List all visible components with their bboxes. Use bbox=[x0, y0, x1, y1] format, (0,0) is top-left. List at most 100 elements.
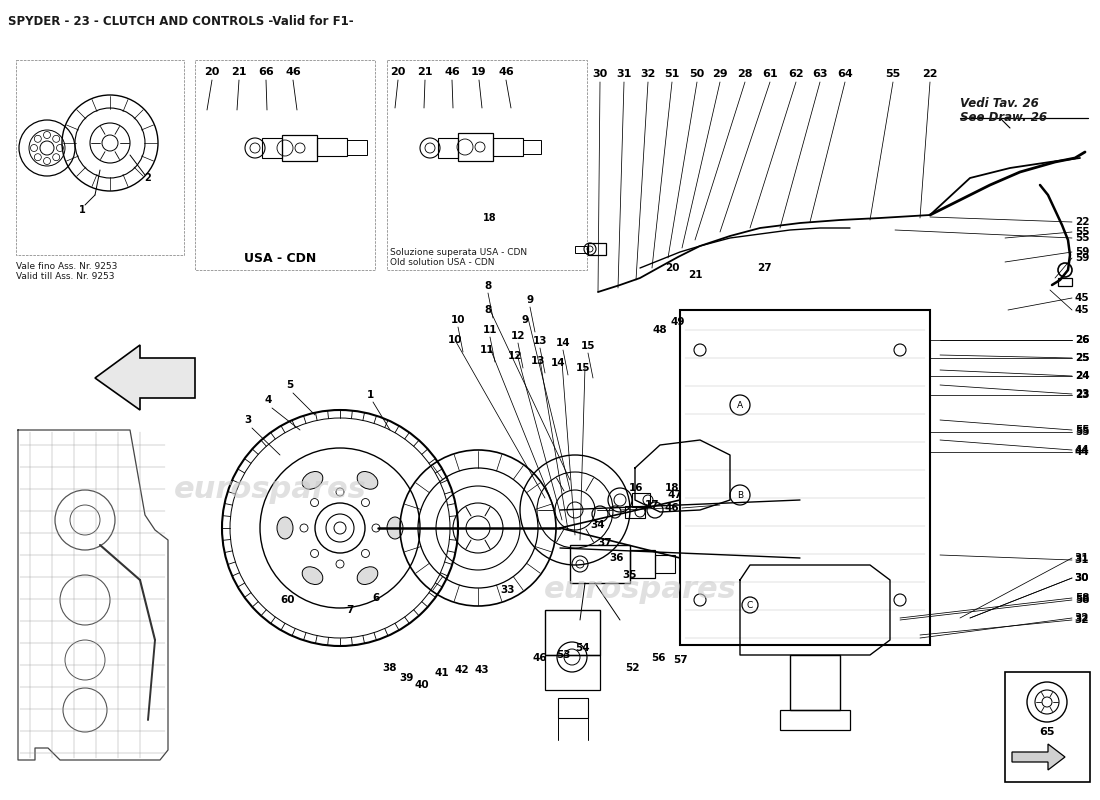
Text: 25: 25 bbox=[1075, 353, 1089, 363]
Bar bbox=[493, 138, 522, 156]
Text: 31: 31 bbox=[1075, 555, 1089, 565]
Text: SPYDER - 23 - CLUTCH AND CONTROLS -Valid for F1-: SPYDER - 23 - CLUTCH AND CONTROLS -Valid… bbox=[8, 15, 353, 28]
Text: 22: 22 bbox=[1075, 217, 1089, 227]
Bar bbox=[282, 135, 317, 161]
Bar bbox=[630, 550, 654, 578]
Text: 59: 59 bbox=[1075, 247, 1089, 257]
Bar bbox=[780, 710, 850, 730]
Text: 32: 32 bbox=[1075, 613, 1089, 623]
Bar bbox=[570, 545, 630, 583]
Text: 13: 13 bbox=[532, 336, 548, 346]
Bar bbox=[438, 138, 458, 158]
Text: B: B bbox=[737, 490, 744, 499]
Bar bbox=[317, 138, 346, 156]
Text: Vedi Tav. 26: Vedi Tav. 26 bbox=[960, 97, 1038, 110]
Text: See Draw. 26: See Draw. 26 bbox=[960, 111, 1047, 124]
Text: 54: 54 bbox=[575, 643, 591, 653]
Text: 37: 37 bbox=[597, 538, 613, 548]
Text: C: C bbox=[747, 601, 754, 610]
Bar bbox=[346, 140, 367, 155]
Text: 27: 27 bbox=[757, 263, 771, 273]
Text: 52: 52 bbox=[625, 663, 639, 673]
Text: 8: 8 bbox=[484, 305, 492, 315]
Text: 55: 55 bbox=[1075, 425, 1089, 435]
Text: 51: 51 bbox=[664, 69, 680, 79]
Text: 19: 19 bbox=[471, 67, 487, 77]
Text: 32: 32 bbox=[1075, 615, 1089, 625]
Text: 46: 46 bbox=[664, 503, 680, 513]
Bar bbox=[262, 138, 282, 158]
Text: 18: 18 bbox=[483, 213, 497, 223]
Text: 39: 39 bbox=[399, 673, 415, 683]
Text: 62: 62 bbox=[789, 69, 804, 79]
Text: 22: 22 bbox=[922, 69, 937, 79]
Text: 46: 46 bbox=[444, 67, 460, 77]
Text: eurospares: eurospares bbox=[174, 475, 366, 505]
Text: 44: 44 bbox=[1075, 447, 1089, 457]
Text: 44: 44 bbox=[1075, 445, 1089, 455]
Text: 18: 18 bbox=[664, 483, 680, 493]
Text: 46: 46 bbox=[285, 67, 301, 77]
Text: 40: 40 bbox=[415, 680, 429, 690]
Bar bbox=[544, 655, 600, 690]
Text: 46: 46 bbox=[532, 653, 548, 663]
Text: 50: 50 bbox=[690, 69, 705, 79]
Text: 32: 32 bbox=[640, 69, 656, 79]
Text: 8: 8 bbox=[484, 281, 492, 291]
Bar bbox=[632, 493, 650, 507]
Text: 38: 38 bbox=[383, 663, 397, 673]
Bar bbox=[16, 60, 184, 255]
Ellipse shape bbox=[277, 517, 293, 539]
Ellipse shape bbox=[387, 517, 403, 539]
Text: A: A bbox=[737, 401, 744, 410]
Ellipse shape bbox=[358, 471, 377, 490]
Text: 55: 55 bbox=[1075, 227, 1089, 237]
Bar bbox=[790, 655, 840, 710]
Text: 10: 10 bbox=[448, 335, 462, 345]
Text: 6: 6 bbox=[373, 593, 380, 603]
Bar bbox=[387, 60, 587, 270]
Bar bbox=[575, 246, 587, 253]
Bar bbox=[654, 555, 675, 573]
Text: 60: 60 bbox=[280, 595, 295, 605]
Text: 2: 2 bbox=[144, 173, 152, 183]
Text: 46: 46 bbox=[498, 67, 514, 77]
Text: 53: 53 bbox=[556, 650, 570, 660]
Text: 21: 21 bbox=[231, 67, 246, 77]
Text: 11: 11 bbox=[480, 345, 494, 355]
Text: Vale fino Ass. Nr. 9253
Valid till Ass. Nr. 9253: Vale fino Ass. Nr. 9253 Valid till Ass. … bbox=[16, 262, 118, 282]
Text: 63: 63 bbox=[812, 69, 827, 79]
Text: 9: 9 bbox=[527, 295, 534, 305]
Text: 24: 24 bbox=[1075, 371, 1089, 381]
Text: 20: 20 bbox=[664, 263, 680, 273]
Text: 1: 1 bbox=[366, 390, 374, 400]
Ellipse shape bbox=[358, 566, 377, 585]
Text: 49: 49 bbox=[671, 317, 685, 327]
Text: Soluzione superata USA - CDN
Old solution USA - CDN: Soluzione superata USA - CDN Old solutio… bbox=[390, 248, 527, 267]
Text: 45: 45 bbox=[1075, 305, 1089, 315]
Text: 45: 45 bbox=[1075, 293, 1089, 303]
Text: 20: 20 bbox=[205, 67, 220, 77]
Text: 15: 15 bbox=[575, 363, 591, 373]
Text: 1: 1 bbox=[78, 205, 86, 215]
Text: 55: 55 bbox=[886, 69, 901, 79]
Text: 17: 17 bbox=[645, 500, 659, 510]
Text: 23: 23 bbox=[1075, 390, 1089, 400]
Bar bbox=[625, 506, 645, 518]
Text: 31: 31 bbox=[1075, 553, 1089, 563]
Text: 13: 13 bbox=[530, 356, 546, 366]
Text: 47: 47 bbox=[668, 490, 682, 500]
Text: 12: 12 bbox=[510, 331, 526, 341]
Text: 28: 28 bbox=[737, 69, 752, 79]
Polygon shape bbox=[95, 345, 195, 410]
Text: USA - CDN: USA - CDN bbox=[244, 251, 316, 265]
Text: 29: 29 bbox=[712, 69, 728, 79]
Text: 61: 61 bbox=[762, 69, 778, 79]
Text: 34: 34 bbox=[591, 520, 605, 530]
Ellipse shape bbox=[302, 566, 322, 585]
Ellipse shape bbox=[302, 471, 322, 490]
Text: 5: 5 bbox=[286, 380, 294, 390]
Text: 33: 33 bbox=[500, 585, 515, 595]
Text: 12: 12 bbox=[508, 351, 522, 361]
Bar bbox=[680, 310, 930, 645]
